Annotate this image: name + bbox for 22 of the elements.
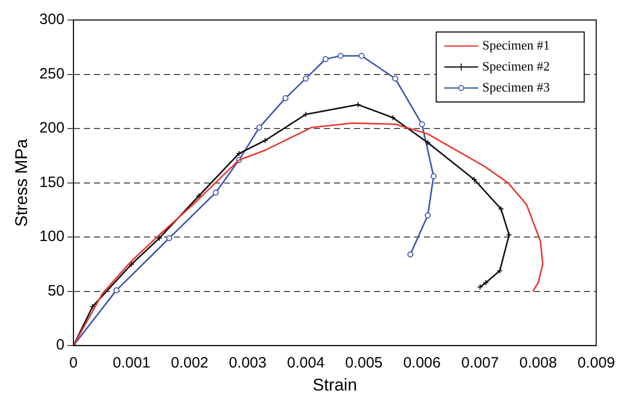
x-axis-title: Strain (312, 375, 358, 394)
x-tick-label: 0 (69, 354, 78, 372)
x-tick-label: 0.007 (461, 354, 499, 372)
y-tick-label: 150 (39, 174, 64, 191)
x-tick-label: 0.003 (228, 354, 266, 372)
x-tick-label: 0.002 (170, 354, 208, 372)
y-tick-label: 0 (56, 336, 64, 354)
x-tick-label: 0.004 (287, 354, 325, 372)
x-tick-label: 0.006 (403, 354, 441, 372)
y-tick-label: 50 (48, 282, 64, 300)
y-tick-label: 300 (39, 11, 64, 28)
legend-label: Specimen #1 (482, 37, 550, 52)
legend-label: Specimen #3 (482, 79, 550, 94)
y-tick-label: 250 (39, 65, 64, 82)
x-tick-label: 0.001 (112, 354, 150, 372)
y-axis-title: Stress MPa (12, 138, 31, 227)
legend-label: Specimen #2 (482, 58, 550, 74)
y-tick-label: 100 (39, 228, 64, 246)
y-tick-label: 200 (39, 120, 64, 137)
x-tick-label: 0.009 (577, 354, 616, 372)
x-tick-label: 0.008 (519, 354, 557, 372)
x-tick-label: 0.005 (345, 354, 383, 372)
